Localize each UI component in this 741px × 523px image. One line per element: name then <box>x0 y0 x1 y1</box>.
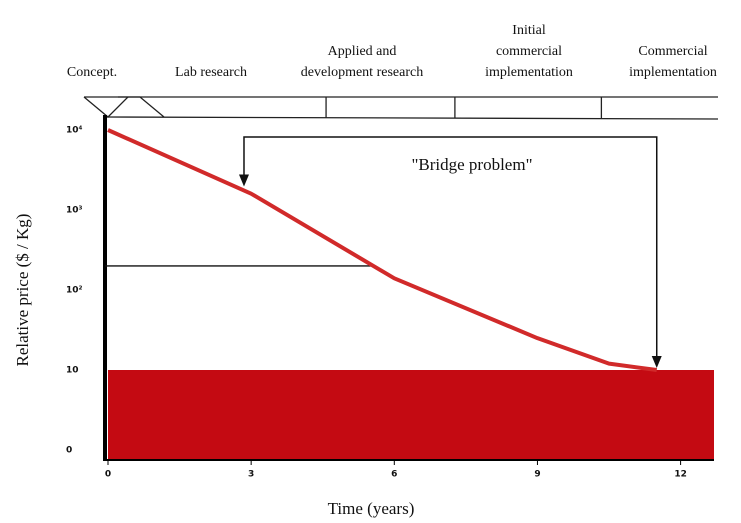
annotation-label: "Bridge problem" <box>411 155 532 174</box>
x-tick-label: 12 <box>674 470 687 480</box>
stage-label: development research <box>301 65 423 80</box>
arrow-head <box>238 174 249 187</box>
y-tick-label: 10⁴ <box>66 126 83 136</box>
x-axis-label: Time (years) <box>328 499 415 518</box>
stage-label: implementation <box>485 65 573 80</box>
y-tick-label: 10² <box>66 286 83 296</box>
x-tick-label: 6 <box>391 470 397 480</box>
y-tick-label: 0 <box>66 446 72 456</box>
stage-label: Concept. <box>67 65 117 80</box>
price-line <box>107 128 658 372</box>
stage-label: Commercial <box>638 44 707 59</box>
x-tick-label: 3 <box>248 470 254 480</box>
stage-label: Applied and <box>328 44 397 59</box>
bridge-arrow <box>243 136 658 361</box>
stage-label: implementation <box>629 65 717 80</box>
y-axis-label: Relative price ($ / Kg) <box>13 214 32 367</box>
stage-label: Initial <box>512 23 546 38</box>
x-tick-label: 0 <box>105 470 111 480</box>
arrow-head <box>651 356 662 369</box>
stage-label: commercial <box>496 44 562 59</box>
timeline-bar <box>83 96 719 120</box>
y-tick-label: 10 <box>66 366 79 376</box>
y-tick-label: 10³ <box>66 206 83 216</box>
stage-label: Lab research <box>175 65 247 80</box>
x-tick-label: 9 <box>534 470 540 480</box>
shaded-region <box>108 370 714 460</box>
